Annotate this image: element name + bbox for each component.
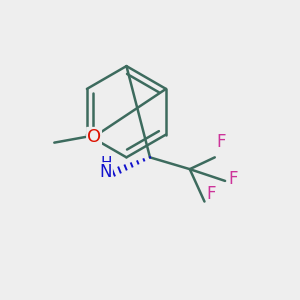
Text: O: O [87, 128, 101, 146]
Text: F: F [216, 134, 226, 152]
Text: F: F [206, 185, 215, 203]
Text: H: H [100, 156, 112, 171]
Text: N: N [100, 163, 112, 181]
Text: F: F [228, 170, 238, 188]
